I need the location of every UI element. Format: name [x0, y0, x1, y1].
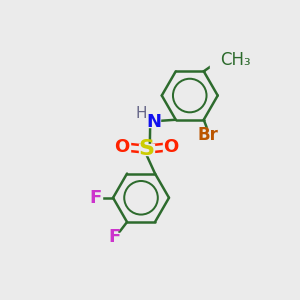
Text: Br: Br [198, 126, 219, 144]
Text: O: O [163, 138, 178, 156]
Text: H: H [136, 106, 147, 121]
FancyBboxPatch shape [117, 142, 130, 152]
FancyBboxPatch shape [139, 144, 154, 155]
FancyBboxPatch shape [199, 128, 217, 142]
FancyBboxPatch shape [92, 194, 102, 202]
FancyBboxPatch shape [147, 117, 160, 127]
Text: S: S [138, 139, 154, 159]
FancyBboxPatch shape [210, 52, 230, 68]
Text: CH₃: CH₃ [220, 51, 250, 69]
FancyBboxPatch shape [163, 142, 176, 152]
Text: F: F [108, 228, 121, 246]
Text: O: O [114, 138, 130, 156]
FancyBboxPatch shape [110, 233, 121, 241]
Text: N: N [146, 113, 161, 131]
Text: F: F [89, 189, 101, 207]
